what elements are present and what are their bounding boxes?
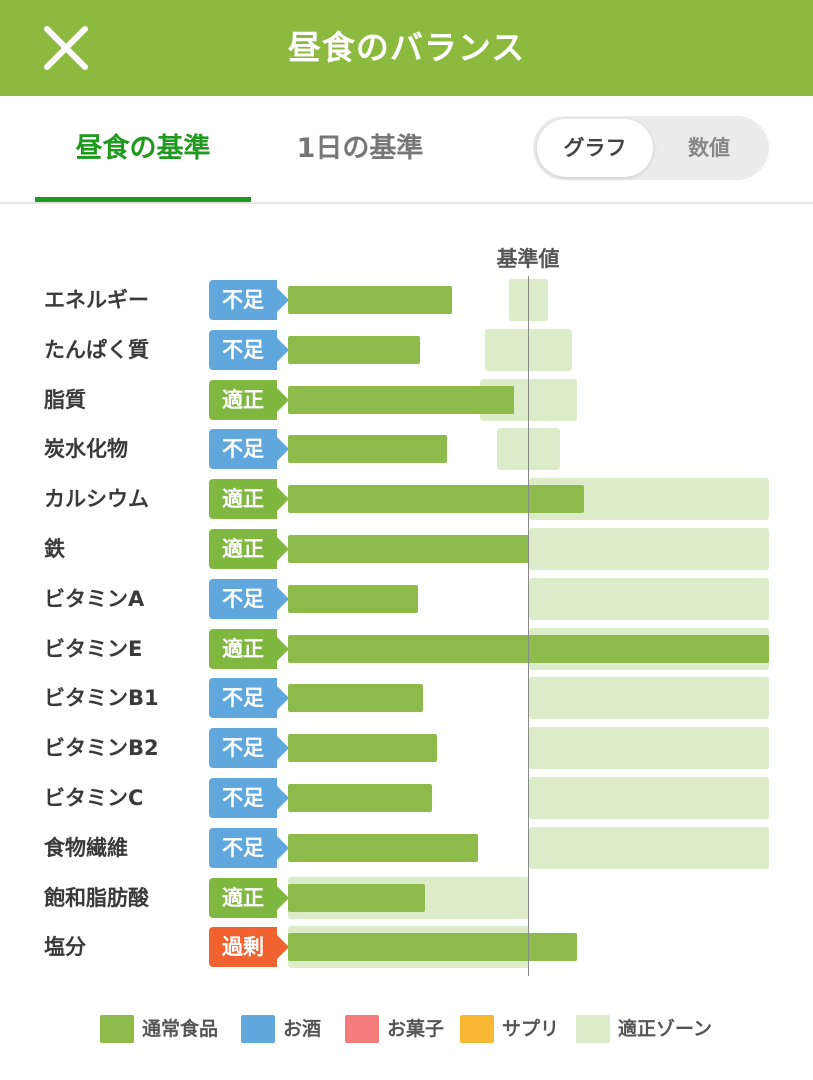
nutrient-name: カルシウム bbox=[44, 487, 149, 512]
proper-zone bbox=[528, 528, 769, 570]
legend-swatch bbox=[100, 1015, 134, 1043]
status-badge: 過剰 bbox=[209, 927, 289, 968]
nutrient-row: 炭水化物 不足 bbox=[0, 424, 813, 474]
proper-zone bbox=[528, 777, 769, 819]
close-button[interactable] bbox=[40, 22, 92, 74]
proper-zone bbox=[528, 677, 769, 720]
status-badge: 不足 bbox=[209, 827, 289, 868]
nutrient-row: 脂質 適正 bbox=[0, 375, 813, 425]
nutrient-name: エネルギー bbox=[44, 288, 149, 312]
nutrient-row: ビタミンA 不足 bbox=[0, 574, 813, 624]
nutrient-row: 飽和脂肪酸 適正 bbox=[0, 873, 813, 923]
legend-label: お酒 bbox=[283, 1018, 322, 1040]
status-badge: 不足 bbox=[209, 329, 289, 370]
intake-bar bbox=[288, 734, 438, 763]
nutrient-name: 飽和脂肪酸 bbox=[44, 885, 149, 910]
legend-label: 通常食品 bbox=[142, 1018, 219, 1040]
tab-daily-standard[interactable]: 1日の基準 bbox=[296, 133, 424, 164]
status-badge: 適正 bbox=[209, 379, 289, 420]
status-badge: 適正 bbox=[209, 877, 289, 918]
legend-swatch bbox=[576, 1015, 610, 1043]
proper-zone bbox=[528, 727, 769, 770]
view-toggle: グラフ 数値 bbox=[533, 116, 769, 180]
header-bar: 昼食のバランス bbox=[0, 0, 813, 96]
nutrient-name: 塩分 bbox=[44, 935, 86, 960]
nutrient-name: ビタミンA bbox=[44, 586, 145, 611]
intake-bar bbox=[288, 684, 423, 713]
nutrient-name: 食物繊維 bbox=[44, 835, 128, 860]
nutrient-row: 鉄 適正 bbox=[0, 524, 813, 574]
reference-label: 基準値 bbox=[496, 247, 560, 271]
status-badge: 不足 bbox=[209, 778, 289, 818]
legend-label: 適正ゾーン bbox=[618, 1018, 713, 1040]
intake-bar bbox=[288, 833, 478, 862]
status-badge: 不足 bbox=[209, 429, 289, 470]
nutrient-name: ビタミンE bbox=[44, 636, 143, 661]
status-badge: 適正 bbox=[209, 628, 289, 669]
proper-zone bbox=[528, 826, 769, 869]
nutrient-name: 脂質 bbox=[44, 387, 86, 412]
nutrient-name: 炭水化物 bbox=[44, 437, 128, 462]
status-badge: 適正 bbox=[209, 479, 289, 520]
nutrient-row: ビタミンB1 不足 bbox=[0, 673, 813, 723]
status-badge: 不足 bbox=[209, 728, 289, 769]
toggle-numeric[interactable]: 数値 bbox=[688, 136, 730, 160]
nutrient-name: ビタミンB1 bbox=[44, 686, 159, 711]
legend-swatch bbox=[460, 1015, 494, 1043]
nutrient-name: 鉄 bbox=[44, 537, 65, 561]
intake-bar bbox=[288, 933, 577, 962]
intake-bar bbox=[288, 335, 421, 364]
legend-label: サプリ bbox=[502, 1018, 560, 1040]
nutrient-row: エネルギー 不足 bbox=[0, 275, 813, 325]
tab-bar: 昼食の基準 1日の基準 bbox=[0, 96, 813, 204]
nutrient-row: ビタミンE 適正 bbox=[0, 624, 813, 674]
intake-bar bbox=[288, 535, 529, 563]
page-title: 昼食のバランス bbox=[287, 28, 526, 67]
intake-bar bbox=[288, 784, 433, 812]
nutrient-row: 塩分 過剰 bbox=[0, 922, 813, 972]
nutrient-name: ビタミンB2 bbox=[44, 736, 159, 761]
nutrient-row: カルシウム 適正 bbox=[0, 474, 813, 524]
nutrient-row: 食物繊維 不足 bbox=[0, 823, 813, 873]
intake-bar bbox=[288, 435, 447, 464]
legend-swatch bbox=[241, 1015, 275, 1043]
intake-bar bbox=[288, 286, 452, 314]
status-badge: 不足 bbox=[209, 578, 289, 619]
nutrient-row: たんぱく質 不足 bbox=[0, 325, 813, 375]
tab-lunch-standard[interactable]: 昼食の基準 bbox=[35, 96, 251, 202]
intake-bar bbox=[288, 485, 584, 514]
intake-bar bbox=[288, 385, 515, 414]
nutrient-row: ビタミンC 不足 bbox=[0, 773, 813, 823]
nutrient-row: ビタミンB2 不足 bbox=[0, 723, 813, 773]
nutrient-name: ビタミンC bbox=[44, 786, 144, 810]
status-badge: 不足 bbox=[209, 280, 289, 320]
legend-label: お菓子 bbox=[387, 1018, 445, 1040]
status-badge: 適正 bbox=[209, 529, 289, 569]
close-icon bbox=[44, 26, 88, 70]
toggle-graph[interactable]: グラフ bbox=[537, 119, 653, 177]
nutrient-name: たんぱく質 bbox=[44, 337, 149, 362]
status-badge: 不足 bbox=[209, 678, 289, 719]
proper-zone bbox=[528, 577, 769, 620]
intake-bar bbox=[288, 584, 418, 613]
intake-bar bbox=[288, 883, 426, 912]
reference-line bbox=[528, 276, 529, 976]
legend: 通常食品 お酒 お菓子 サプリ 適正ゾーン bbox=[0, 1012, 813, 1046]
legend-swatch bbox=[345, 1015, 379, 1043]
